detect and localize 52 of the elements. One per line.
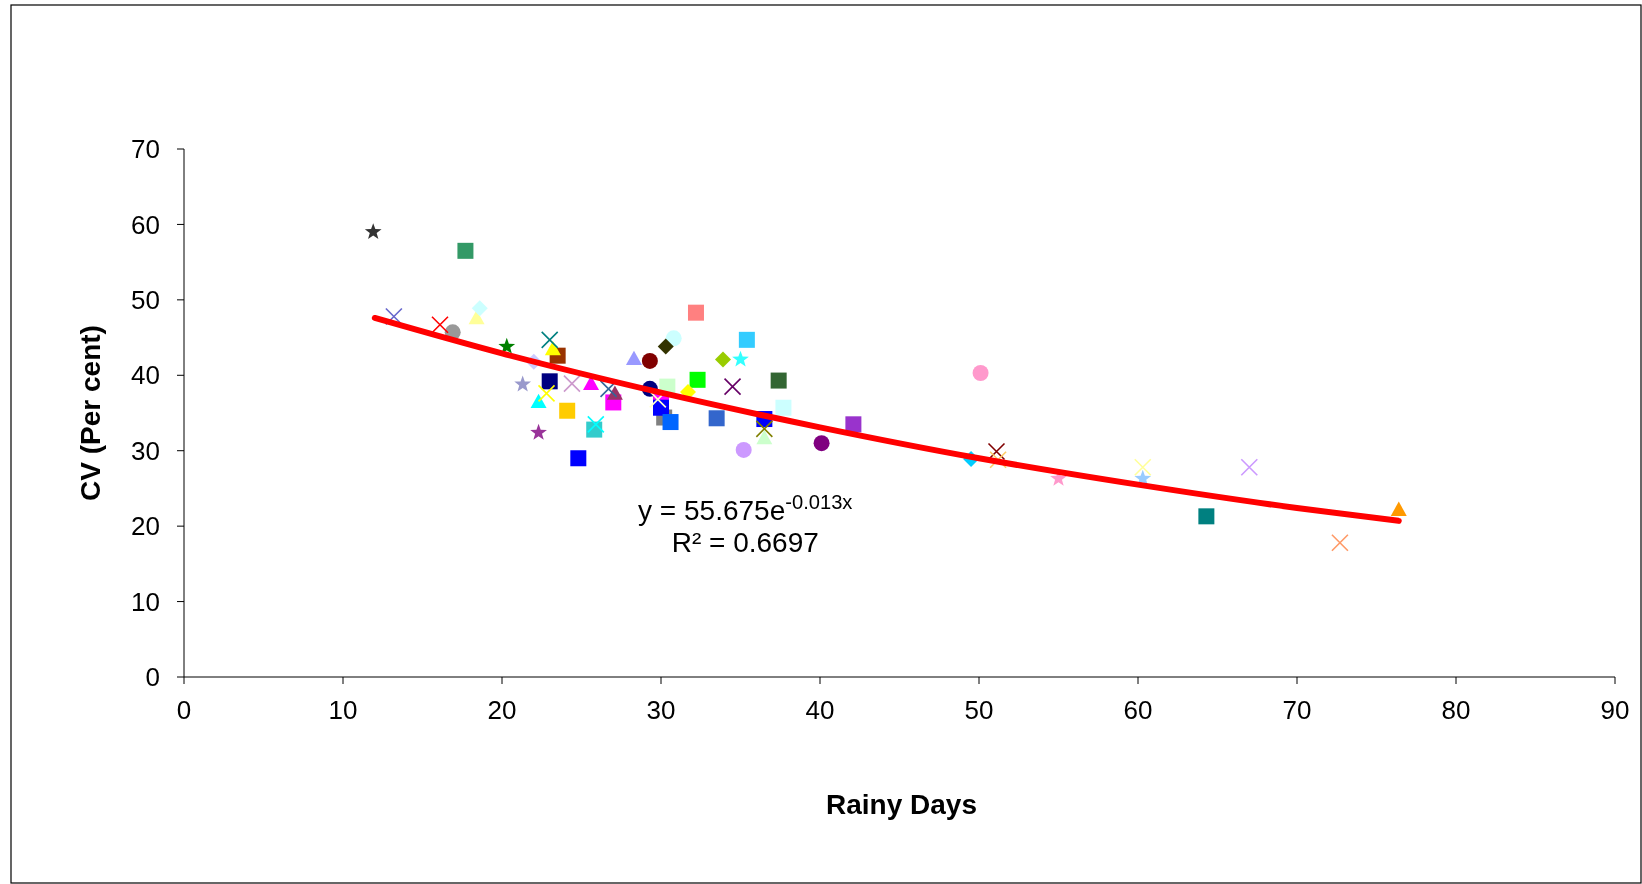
point: [1390, 501, 1407, 516]
x-tick-label: 50: [964, 695, 994, 725]
point: [770, 372, 787, 389]
x-tick-label: 40: [805, 695, 835, 725]
point: [599, 380, 618, 398]
point: [606, 385, 623, 400]
point: [570, 450, 587, 467]
point: [364, 223, 382, 240]
point: [540, 331, 559, 349]
point: [738, 331, 755, 348]
point: [1331, 533, 1349, 552]
point: [723, 377, 742, 396]
x-tick-label: 30: [646, 695, 676, 725]
point: [708, 410, 725, 427]
annotation: R² = 0.6697: [671, 526, 819, 558]
y-tick-label: 20: [131, 511, 160, 542]
annotation: y = 55.675e$^{-0.013x}$: [638, 491, 853, 527]
y-tick-label: 60: [131, 209, 160, 240]
point: [755, 420, 774, 438]
x-tick-label: 10: [328, 695, 358, 725]
point: [756, 429, 773, 445]
x-tick-label: 60: [1123, 695, 1153, 725]
x-axis-title: Rainy Days: [826, 789, 977, 820]
point: [657, 338, 674, 355]
point: [530, 423, 547, 440]
x-tick-label: 70: [1282, 695, 1312, 725]
y-tick-label: 70: [131, 134, 160, 165]
point: [687, 304, 704, 321]
point: [563, 374, 581, 393]
point: [498, 337, 516, 354]
x-tick-label: 20: [487, 695, 517, 725]
point: [457, 242, 474, 259]
point: [689, 371, 706, 388]
y-tick-label: 0: [145, 662, 160, 693]
point: [715, 351, 732, 368]
y-tick-label: 30: [131, 435, 160, 466]
point: [514, 375, 532, 392]
point: [559, 402, 576, 419]
y-axis-title: CV (Per cent): [75, 325, 106, 501]
point: [385, 307, 403, 326]
x-tick-label: 90: [1600, 695, 1630, 725]
x-tick-label: 80: [1441, 695, 1471, 725]
y-tick-label: 50: [131, 284, 160, 315]
point: [625, 350, 642, 366]
y-tick-label: 10: [131, 586, 160, 617]
y-tick-label: 40: [131, 360, 160, 391]
x-tick-label: 0: [176, 695, 192, 725]
point: [662, 414, 679, 431]
point: [732, 350, 749, 367]
point: [813, 435, 830, 452]
point: [845, 416, 862, 433]
point: [431, 315, 449, 334]
